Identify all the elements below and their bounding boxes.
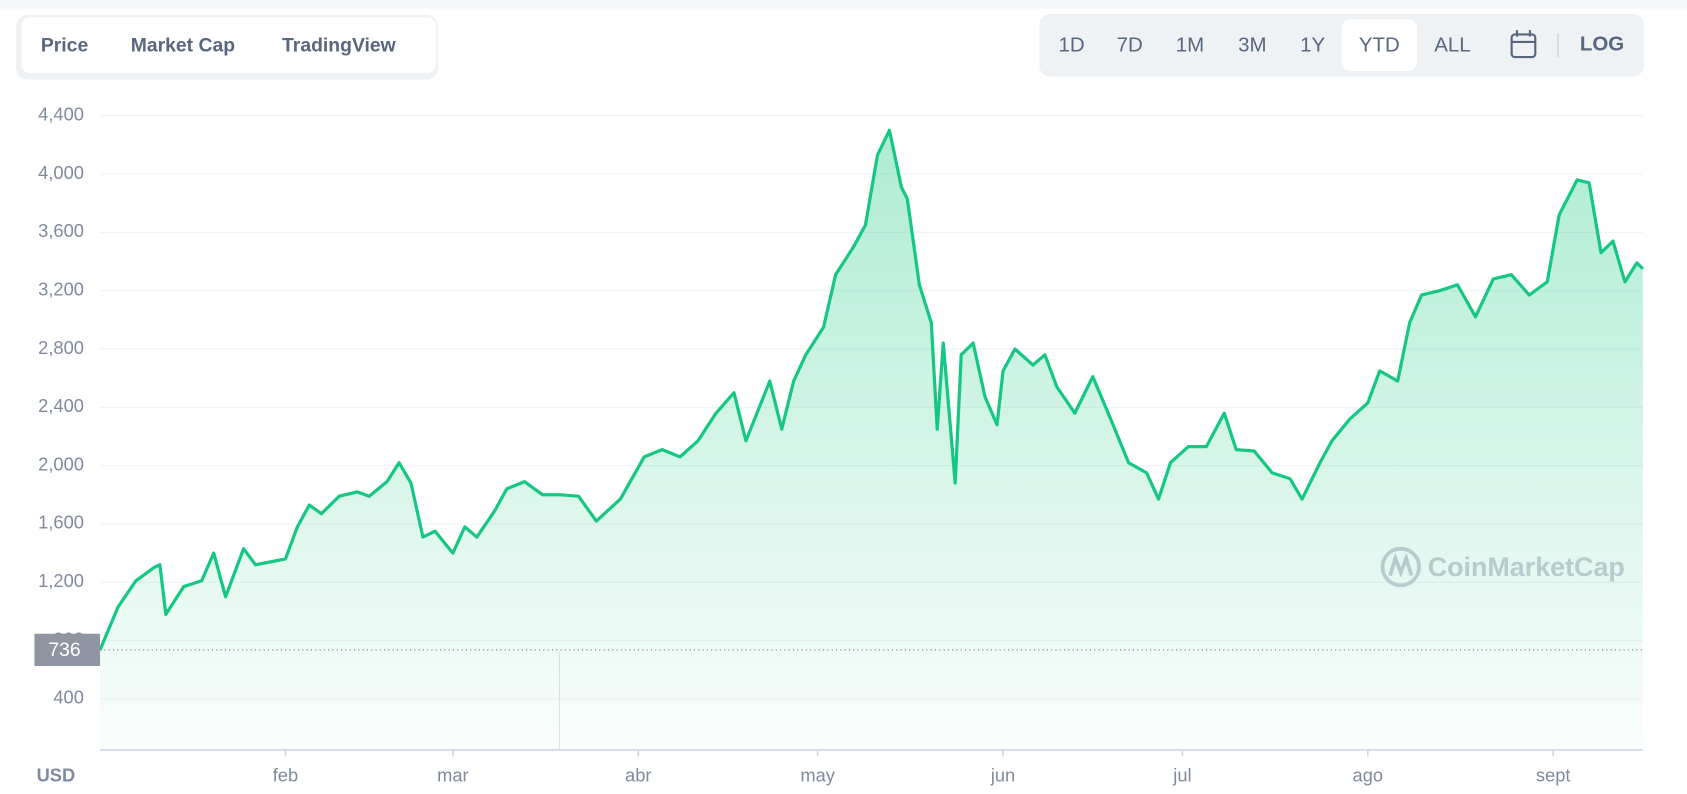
price-marker-label: 736 bbox=[48, 639, 80, 661]
tab[interactable]: Market Cap bbox=[131, 34, 236, 56]
range-button[interactable]: ALL bbox=[1434, 34, 1470, 57]
x-tick-label: may bbox=[800, 765, 835, 786]
range-button[interactable]: 1D bbox=[1059, 34, 1085, 57]
range-button[interactable]: 1Y bbox=[1300, 34, 1325, 57]
range-button[interactable]: 1M bbox=[1176, 34, 1204, 57]
area bbox=[100, 130, 1643, 750]
y-tick-label: 2,800 bbox=[38, 337, 84, 358]
range-button[interactable]: YTD bbox=[1359, 34, 1400, 57]
y-tick-label: 3,600 bbox=[38, 220, 84, 241]
top-shade bbox=[0, 0, 1687, 9]
range-button[interactable]: 7D bbox=[1117, 34, 1143, 57]
price-line bbox=[98, 128, 1645, 651]
tab-bar-inner bbox=[21, 17, 436, 74]
x-tick-label: ago bbox=[1353, 765, 1384, 786]
y-tick-label: 400 bbox=[53, 687, 84, 708]
x-tick-label: sept bbox=[1536, 765, 1571, 786]
y-tick-label: 2,000 bbox=[38, 453, 84, 474]
x-tick-label: jul bbox=[1172, 765, 1191, 786]
y-tick-label: 2,400 bbox=[38, 395, 84, 416]
y-tick-label: 1,600 bbox=[38, 512, 84, 533]
currency-label: USD bbox=[37, 765, 76, 786]
x-tick-label: abr bbox=[625, 765, 651, 786]
y-tick-label: 4,400 bbox=[38, 104, 84, 125]
tab[interactable]: TradingView bbox=[282, 34, 397, 56]
x-tick-label: feb bbox=[273, 765, 298, 786]
x-tick-label: jun bbox=[990, 765, 1015, 786]
y-tick-label: 1,200 bbox=[38, 570, 84, 591]
y-tick-label: 4,000 bbox=[38, 162, 84, 183]
x-tick-label: mar bbox=[437, 765, 468, 786]
tab[interactable]: Price bbox=[41, 34, 89, 56]
price-marker-box bbox=[34, 633, 101, 667]
range-active[interactable] bbox=[1341, 19, 1417, 72]
range-button[interactable]: 3M bbox=[1238, 34, 1266, 57]
log-toggle[interactable]: LOG bbox=[1580, 33, 1624, 56]
calendar-icon[interactable] bbox=[1510, 30, 1537, 59]
y-tick-label: 3,200 bbox=[38, 278, 84, 299]
